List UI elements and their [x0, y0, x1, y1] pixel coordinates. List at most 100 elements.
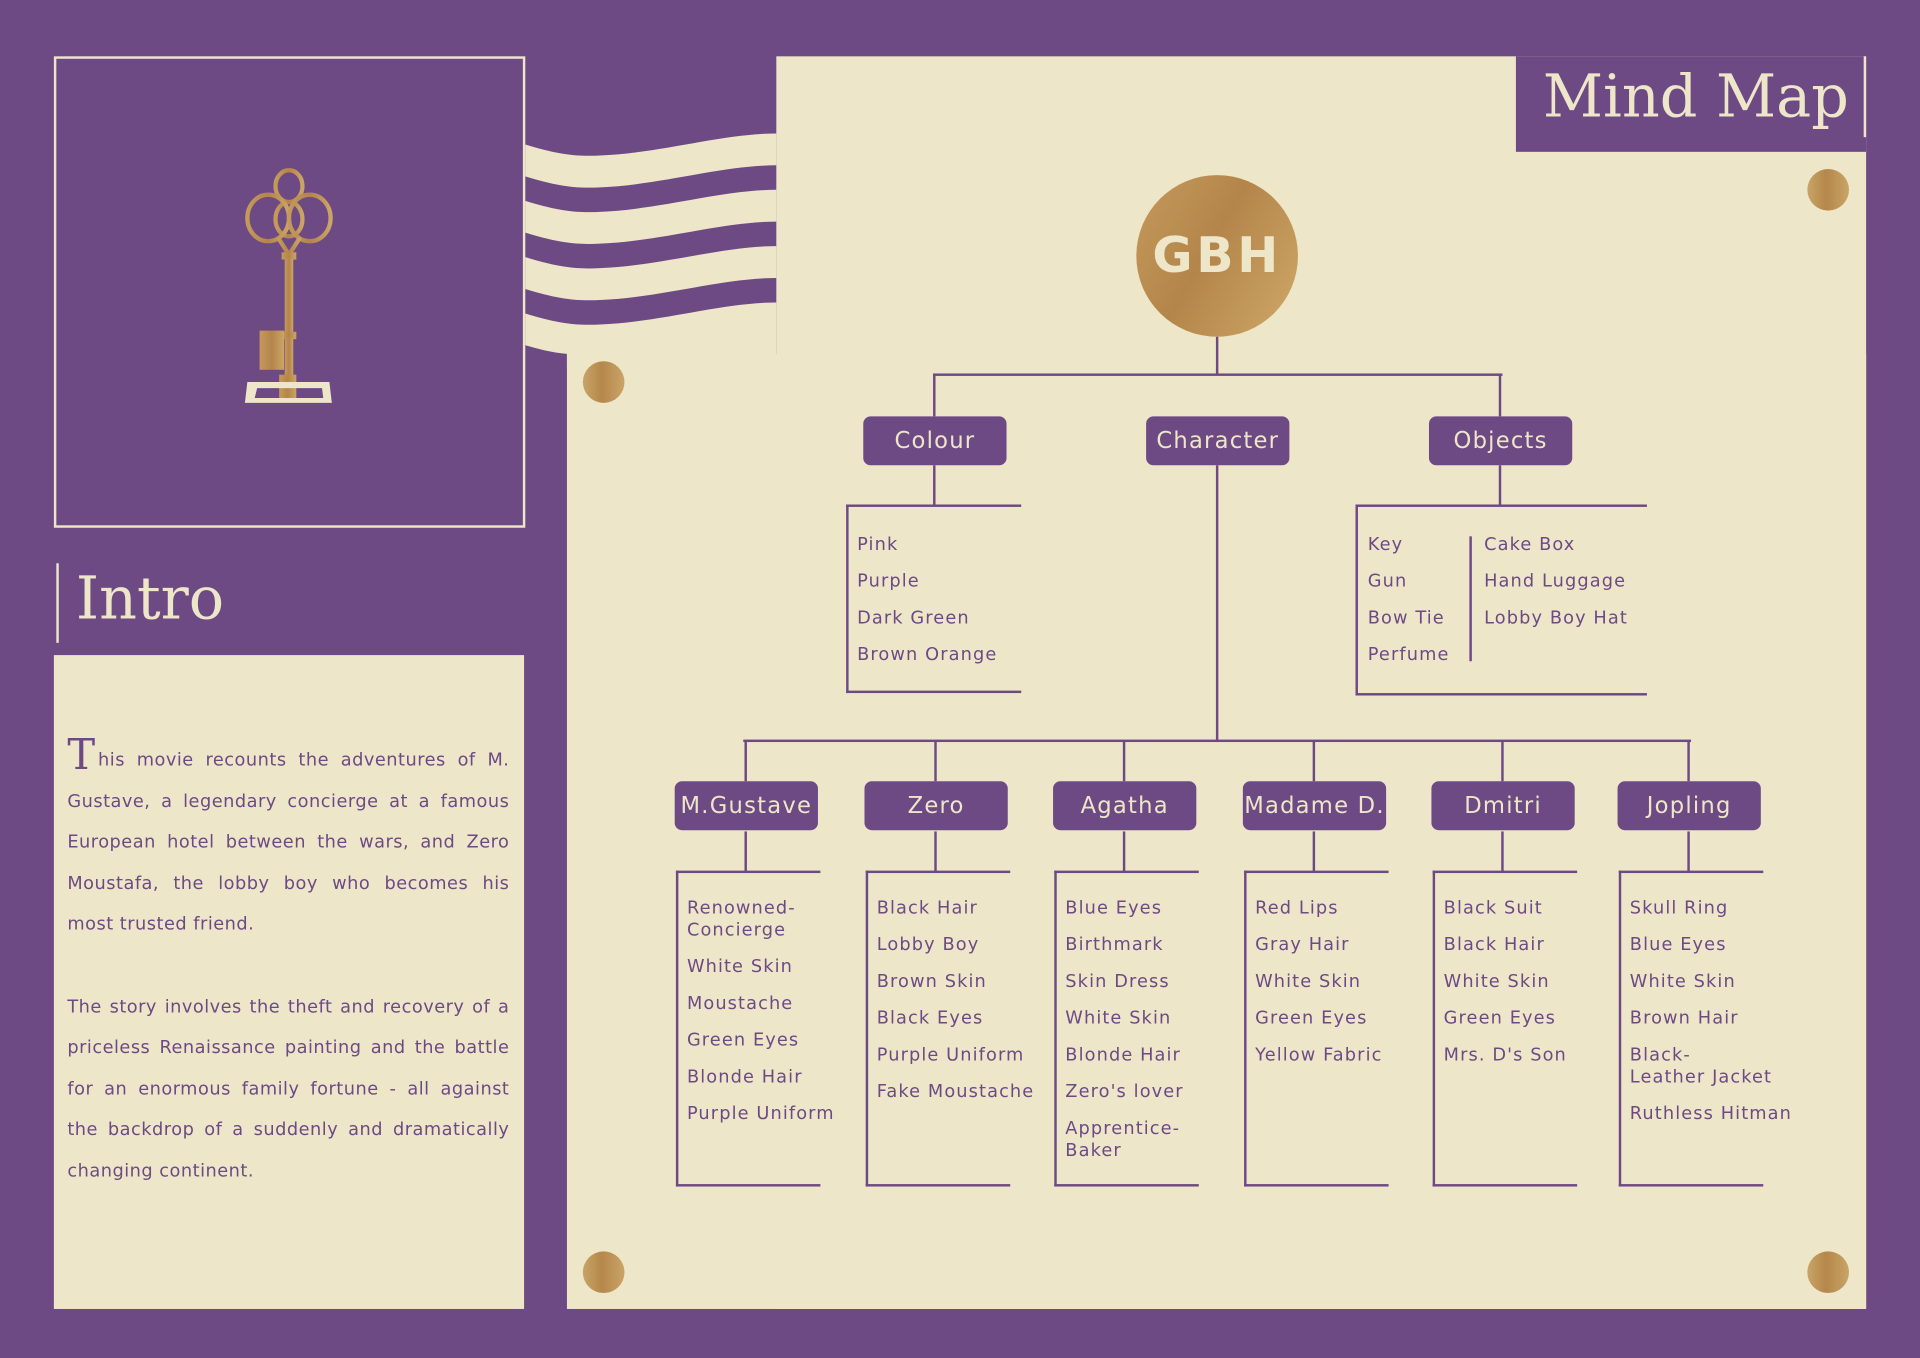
connector	[933, 373, 936, 417]
list-item: White Skin	[1629, 972, 1736, 992]
node-dmitri[interactable]: Dmitri	[1431, 781, 1575, 831]
objects-list-bracket	[1355, 504, 1647, 696]
wave-ribbon	[525, 189, 777, 244]
list-item: Brown Skin	[876, 972, 987, 992]
list-item: Mrs. D's Son	[1443, 1045, 1567, 1066]
wave-ribbon	[525, 133, 777, 188]
connector	[934, 831, 937, 872]
list-item: Key	[1367, 535, 1404, 555]
node-zero[interactable]: Zero	[864, 781, 1008, 831]
list-item: Black Eyes	[876, 1008, 984, 1029]
character-list: Black Hair Lobby Boy Brown Skin Black Eyes P…	[877, 898, 1035, 1104]
list-item: Green Eyes	[1255, 1008, 1368, 1029]
wave-ribbons	[525, 133, 777, 368]
character-list: Red Lips Gray Hair White Skin Green Eyes Yel…	[1255, 898, 1382, 1067]
objects-divider	[1469, 536, 1472, 662]
list-item: Apprentice- Baker	[1065, 1119, 1181, 1161]
character-list: Black Suit Black Hair White Skin Green Eyes…	[1444, 898, 1567, 1067]
connector	[1122, 831, 1126, 872]
list-item: Brown Orange	[857, 645, 998, 665]
list-item: Renowned- Concierge	[686, 898, 796, 941]
mind-map-title-box	[1515, 56, 1867, 152]
list-item: Black- Leather Jacket	[1629, 1045, 1773, 1088]
list-item: Black Hair	[876, 898, 978, 919]
node-colour[interactable]: Colour	[863, 416, 1007, 466]
list-item: Zero's lover	[1065, 1082, 1184, 1103]
list-item: Green Eyes	[686, 1031, 800, 1051]
intro-heading: Intro	[75, 564, 225, 634]
node-m-gustave[interactable]: M.Gustave	[674, 781, 818, 831]
list-item: Moustache	[686, 994, 794, 1014]
list-item: Black Suit	[1443, 898, 1543, 919]
node-madame-d[interactable]: Madame D.	[1242, 781, 1387, 831]
node-objects[interactable]: Objects	[1428, 416, 1573, 466]
list-item: Cake Box	[1484, 535, 1576, 555]
connector	[1687, 740, 1690, 782]
connector	[933, 373, 1503, 376]
connector	[743, 739, 1692, 743]
wave-ribbon	[525, 246, 777, 301]
list-item: Birthmark	[1065, 935, 1164, 956]
character-list-bracket	[1618, 870, 1764, 1187]
gold-pin-icon	[1807, 168, 1849, 211]
list-item: Fake Moustache	[876, 1082, 1035, 1103]
skeleton-key-icon	[244, 168, 333, 403]
character-list: Renowned- Concierge White Skin Moustache Gr…	[687, 898, 835, 1126]
gold-pin-icon	[582, 1251, 625, 1294]
list-item: Blonde Hair	[686, 1067, 803, 1088]
objects-list-col2: Cake Box Hand Luggage Lobby Boy Hat	[1484, 534, 1628, 630]
list-item: Dark Green	[857, 608, 970, 629]
root-node-gbh: GBH	[1136, 175, 1298, 337]
connector	[1312, 831, 1316, 872]
node-jopling[interactable]: Jopling	[1617, 781, 1761, 831]
list-item: Lobby Boy Hat	[1484, 608, 1628, 629]
connector	[1498, 465, 1502, 506]
list-item: Brown Hair	[1629, 1008, 1739, 1029]
list-item: Gun	[1367, 571, 1408, 592]
list-item: Purple Uniform	[686, 1104, 835, 1125]
connector	[933, 465, 936, 506]
character-list-bracket	[1054, 870, 1199, 1187]
list-item: Black Hair	[1443, 935, 1545, 956]
objects-list-col1: Key Gun Bow Tie Perfume	[1368, 534, 1450, 666]
list-item: Perfume	[1367, 645, 1450, 665]
node-agatha[interactable]: Agatha	[1053, 781, 1197, 831]
connector	[1122, 740, 1126, 782]
list-item: Yellow Fabric	[1255, 1045, 1383, 1066]
list-item: White Skin	[1065, 1008, 1172, 1029]
connector	[1312, 740, 1316, 782]
connector	[934, 740, 937, 782]
list-item: White Skin	[1443, 972, 1550, 992]
character-list-bracket	[1244, 870, 1389, 1187]
list-item: Red Lips	[1255, 898, 1339, 919]
node-character[interactable]: Character	[1146, 416, 1290, 466]
gold-pin-icon	[582, 361, 625, 403]
wave-ribbon	[525, 302, 777, 368]
mind-map-title: Mind Map	[1542, 62, 1849, 132]
character-list-bracket	[865, 870, 1011, 1187]
connector	[744, 740, 747, 782]
connector	[1215, 336, 1219, 375]
list-item: Skull Ring	[1629, 898, 1729, 919]
list-item: Purple Uniform	[876, 1045, 1025, 1066]
drop-cap: T	[67, 731, 96, 781]
title-bar	[1863, 56, 1867, 138]
intro-heading-bar	[56, 563, 59, 643]
connector	[1215, 465, 1219, 741]
colour-list-bracket	[846, 504, 1022, 694]
list-item: Blue Eyes	[1629, 935, 1727, 956]
list-item: Hand Luggage	[1484, 571, 1627, 592]
list-item: White Skin	[686, 957, 793, 978]
intro-paragraph-2: The story involves the theft and recover…	[67, 997, 510, 1182]
list-item: Skin Dress	[1065, 972, 1170, 992]
list-item: Ruthless Hitman	[1629, 1104, 1793, 1125]
character-list: Skull Ring Blue Eyes White Skin Brown Hair B…	[1630, 898, 1792, 1126]
list-item: Purple	[857, 571, 920, 592]
character-list: Blue Eyes Birthmark Skin Dress White Skin Bl…	[1065, 898, 1183, 1162]
character-list-bracket	[1432, 870, 1578, 1187]
list-item: Lobby Boy	[876, 935, 980, 956]
